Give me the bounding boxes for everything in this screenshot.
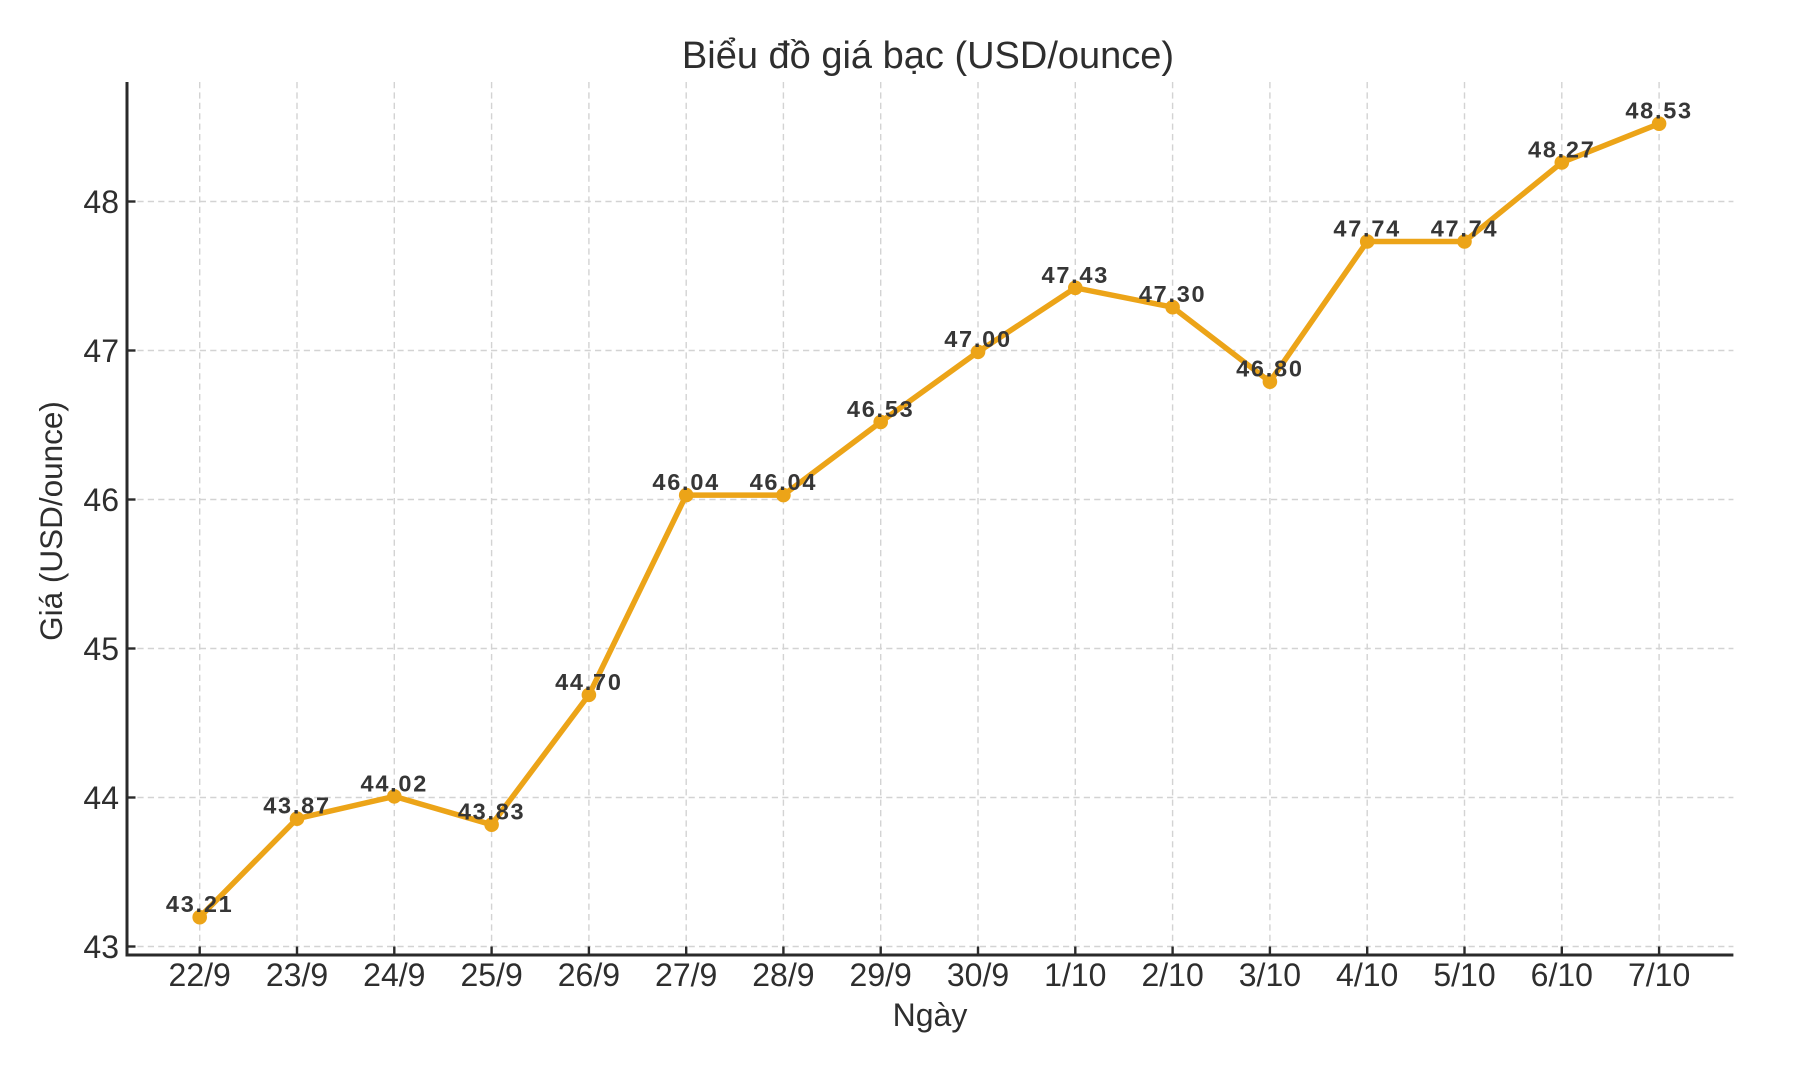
svg-text:30/9: 30/9 [947, 957, 1009, 993]
svg-text:Biểu đồ giá bạc (USD/ounce): Biểu đồ giá bạc (USD/ounce) [682, 35, 1174, 77]
svg-text:46.53: 46.53 [847, 396, 915, 422]
svg-text:48.27: 48.27 [1528, 137, 1596, 163]
svg-text:43.87: 43.87 [263, 793, 331, 819]
svg-text:6/10: 6/10 [1531, 957, 1593, 993]
svg-text:47.00: 47.00 [944, 326, 1012, 352]
svg-text:23/9: 23/9 [266, 957, 328, 993]
svg-text:4/10: 4/10 [1336, 957, 1398, 993]
svg-text:22/9: 22/9 [169, 957, 231, 993]
svg-text:47.74: 47.74 [1431, 216, 1499, 242]
svg-text:43.83: 43.83 [458, 799, 526, 825]
svg-text:7/10: 7/10 [1628, 957, 1690, 993]
svg-text:47: 47 [83, 333, 119, 369]
svg-text:26/9: 26/9 [558, 957, 620, 993]
svg-text:25/9: 25/9 [460, 957, 522, 993]
svg-text:47.43: 47.43 [1042, 262, 1110, 288]
svg-text:Giá (USD/ounce): Giá (USD/ounce) [33, 401, 69, 641]
svg-text:46.04: 46.04 [652, 469, 720, 495]
svg-text:47.74: 47.74 [1333, 216, 1401, 242]
svg-text:1/10: 1/10 [1044, 957, 1106, 993]
svg-text:48.53: 48.53 [1625, 98, 1693, 124]
svg-text:Ngày: Ngày [893, 997, 968, 1033]
svg-text:45: 45 [83, 631, 119, 667]
svg-text:29/9: 29/9 [850, 957, 912, 993]
svg-text:27/9: 27/9 [655, 957, 717, 993]
svg-text:3/10: 3/10 [1239, 957, 1301, 993]
svg-text:46: 46 [83, 482, 119, 518]
svg-text:43: 43 [83, 929, 119, 965]
svg-text:28/9: 28/9 [752, 957, 814, 993]
svg-text:2/10: 2/10 [1141, 957, 1203, 993]
svg-text:43.21: 43.21 [166, 891, 234, 917]
svg-text:48: 48 [83, 184, 119, 220]
svg-text:46.80: 46.80 [1236, 356, 1304, 382]
svg-text:44.02: 44.02 [361, 770, 429, 796]
svg-text:24/9: 24/9 [363, 957, 425, 993]
svg-text:5/10: 5/10 [1433, 957, 1495, 993]
svg-text:47.30: 47.30 [1139, 281, 1207, 307]
svg-text:46.04: 46.04 [750, 469, 818, 495]
svg-text:44: 44 [83, 780, 119, 816]
svg-text:44.70: 44.70 [555, 669, 623, 695]
